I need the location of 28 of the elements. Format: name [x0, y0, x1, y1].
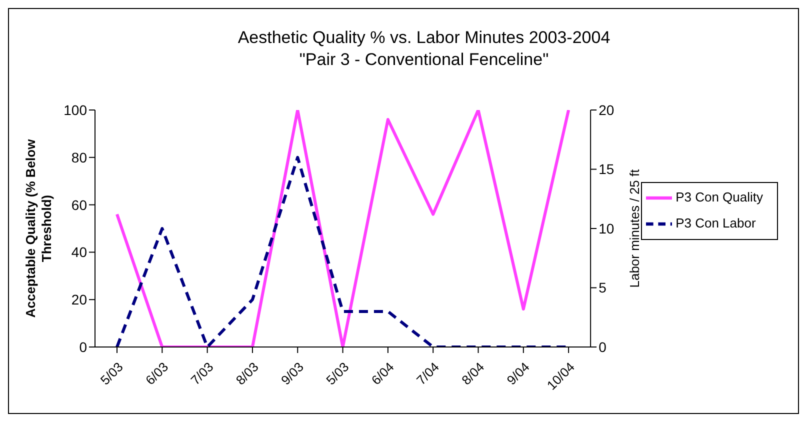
x-tick-label: 9/04 [504, 359, 532, 388]
y2-tick-label: 0 [598, 338, 607, 355]
y2-tick-label: 10 [598, 220, 614, 236]
x-tick-label: 8/04 [458, 359, 488, 388]
y-axis-title: Acceptable Quality (% Below Threshold) [23, 138, 54, 318]
x-tick-label: 7/04 [413, 359, 442, 388]
y-tick-label: 80 [71, 149, 88, 166]
x-tick-label: 5/03 [97, 359, 126, 388]
y-tick-label: 40 [71, 244, 88, 260]
y2-axis-title: Labor minutes / 25 ft [627, 168, 642, 288]
y-tick-label: 60 [71, 196, 88, 213]
x-tick-label: 8/03 [232, 359, 262, 388]
x-tick-label: 7/03 [188, 359, 216, 388]
legend-label: P3 Con Labor [676, 215, 756, 230]
y2-tick-label: 15 [598, 161, 614, 178]
chart-subtitle: "Pair 3 - Conventional Fenceline" [298, 49, 550, 71]
y2-tick-label: 5 [598, 280, 607, 296]
y2-tick-label: 20 [598, 102, 614, 118]
y-tick-label: 20 [71, 292, 88, 308]
line-series [116, 110, 570, 347]
x-tick-label: 6/04 [368, 359, 397, 388]
legend-label: P3 Con Quality [676, 189, 763, 204]
x-tick-label: 5/03 [323, 359, 352, 388]
y-tick-label: 0 [79, 338, 88, 355]
x-tick-label: 9/03 [278, 359, 307, 388]
x-tick-label: 6/03 [142, 359, 172, 388]
y-tick-label: 100 [64, 102, 88, 118]
chart-title: Aesthetic Quality % vs. Labor Minutes 2003-2004 [236, 27, 612, 49]
